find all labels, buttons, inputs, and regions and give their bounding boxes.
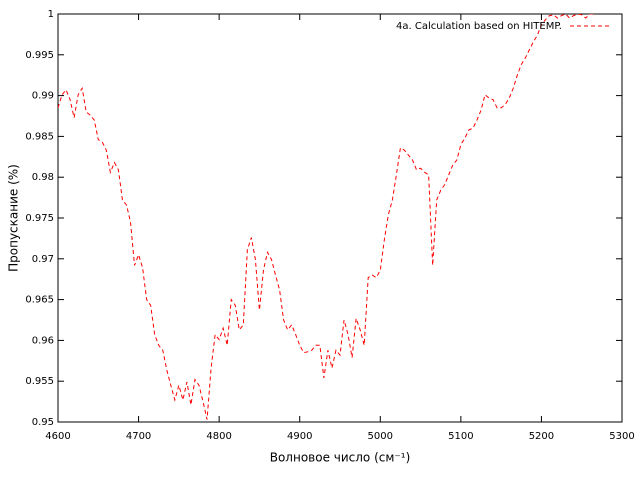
y-tick-label: 0.955 xyxy=(25,376,54,387)
y-tick-label: 0.985 xyxy=(25,131,54,142)
y-tick-label: 0.98 xyxy=(32,172,54,183)
x-tick-label: 4700 xyxy=(126,431,151,442)
y-tick-label: 0.975 xyxy=(25,213,54,224)
x-tick-label: 5100 xyxy=(448,431,473,442)
data-line xyxy=(58,14,594,420)
y-tick-label: 0.99 xyxy=(32,91,54,102)
y-tick-label: 0.995 xyxy=(25,50,54,61)
x-axis-label: Волновое число (см⁻¹) xyxy=(270,451,411,465)
plot-border xyxy=(57,13,623,423)
x-tick-label: 4800 xyxy=(206,431,231,442)
legend-label: 4a. Calculation based on HITEMP. xyxy=(396,21,562,32)
x-tick-label: 4900 xyxy=(287,431,312,442)
x-tick-label: 5200 xyxy=(529,431,554,442)
y-axis-label: Пропускание (%) xyxy=(7,164,21,272)
y-tick-label: 0.965 xyxy=(25,295,54,306)
y-tick-label: 1 xyxy=(48,9,54,20)
x-tick-label: 5300 xyxy=(609,431,634,442)
x-tick-label: 4600 xyxy=(45,431,70,442)
x-tick-label: 5000 xyxy=(368,431,393,442)
y-tick-label: 0.96 xyxy=(32,335,54,346)
y-tick-label: 0.97 xyxy=(32,254,54,265)
y-tick-label: 0.95 xyxy=(32,417,54,428)
